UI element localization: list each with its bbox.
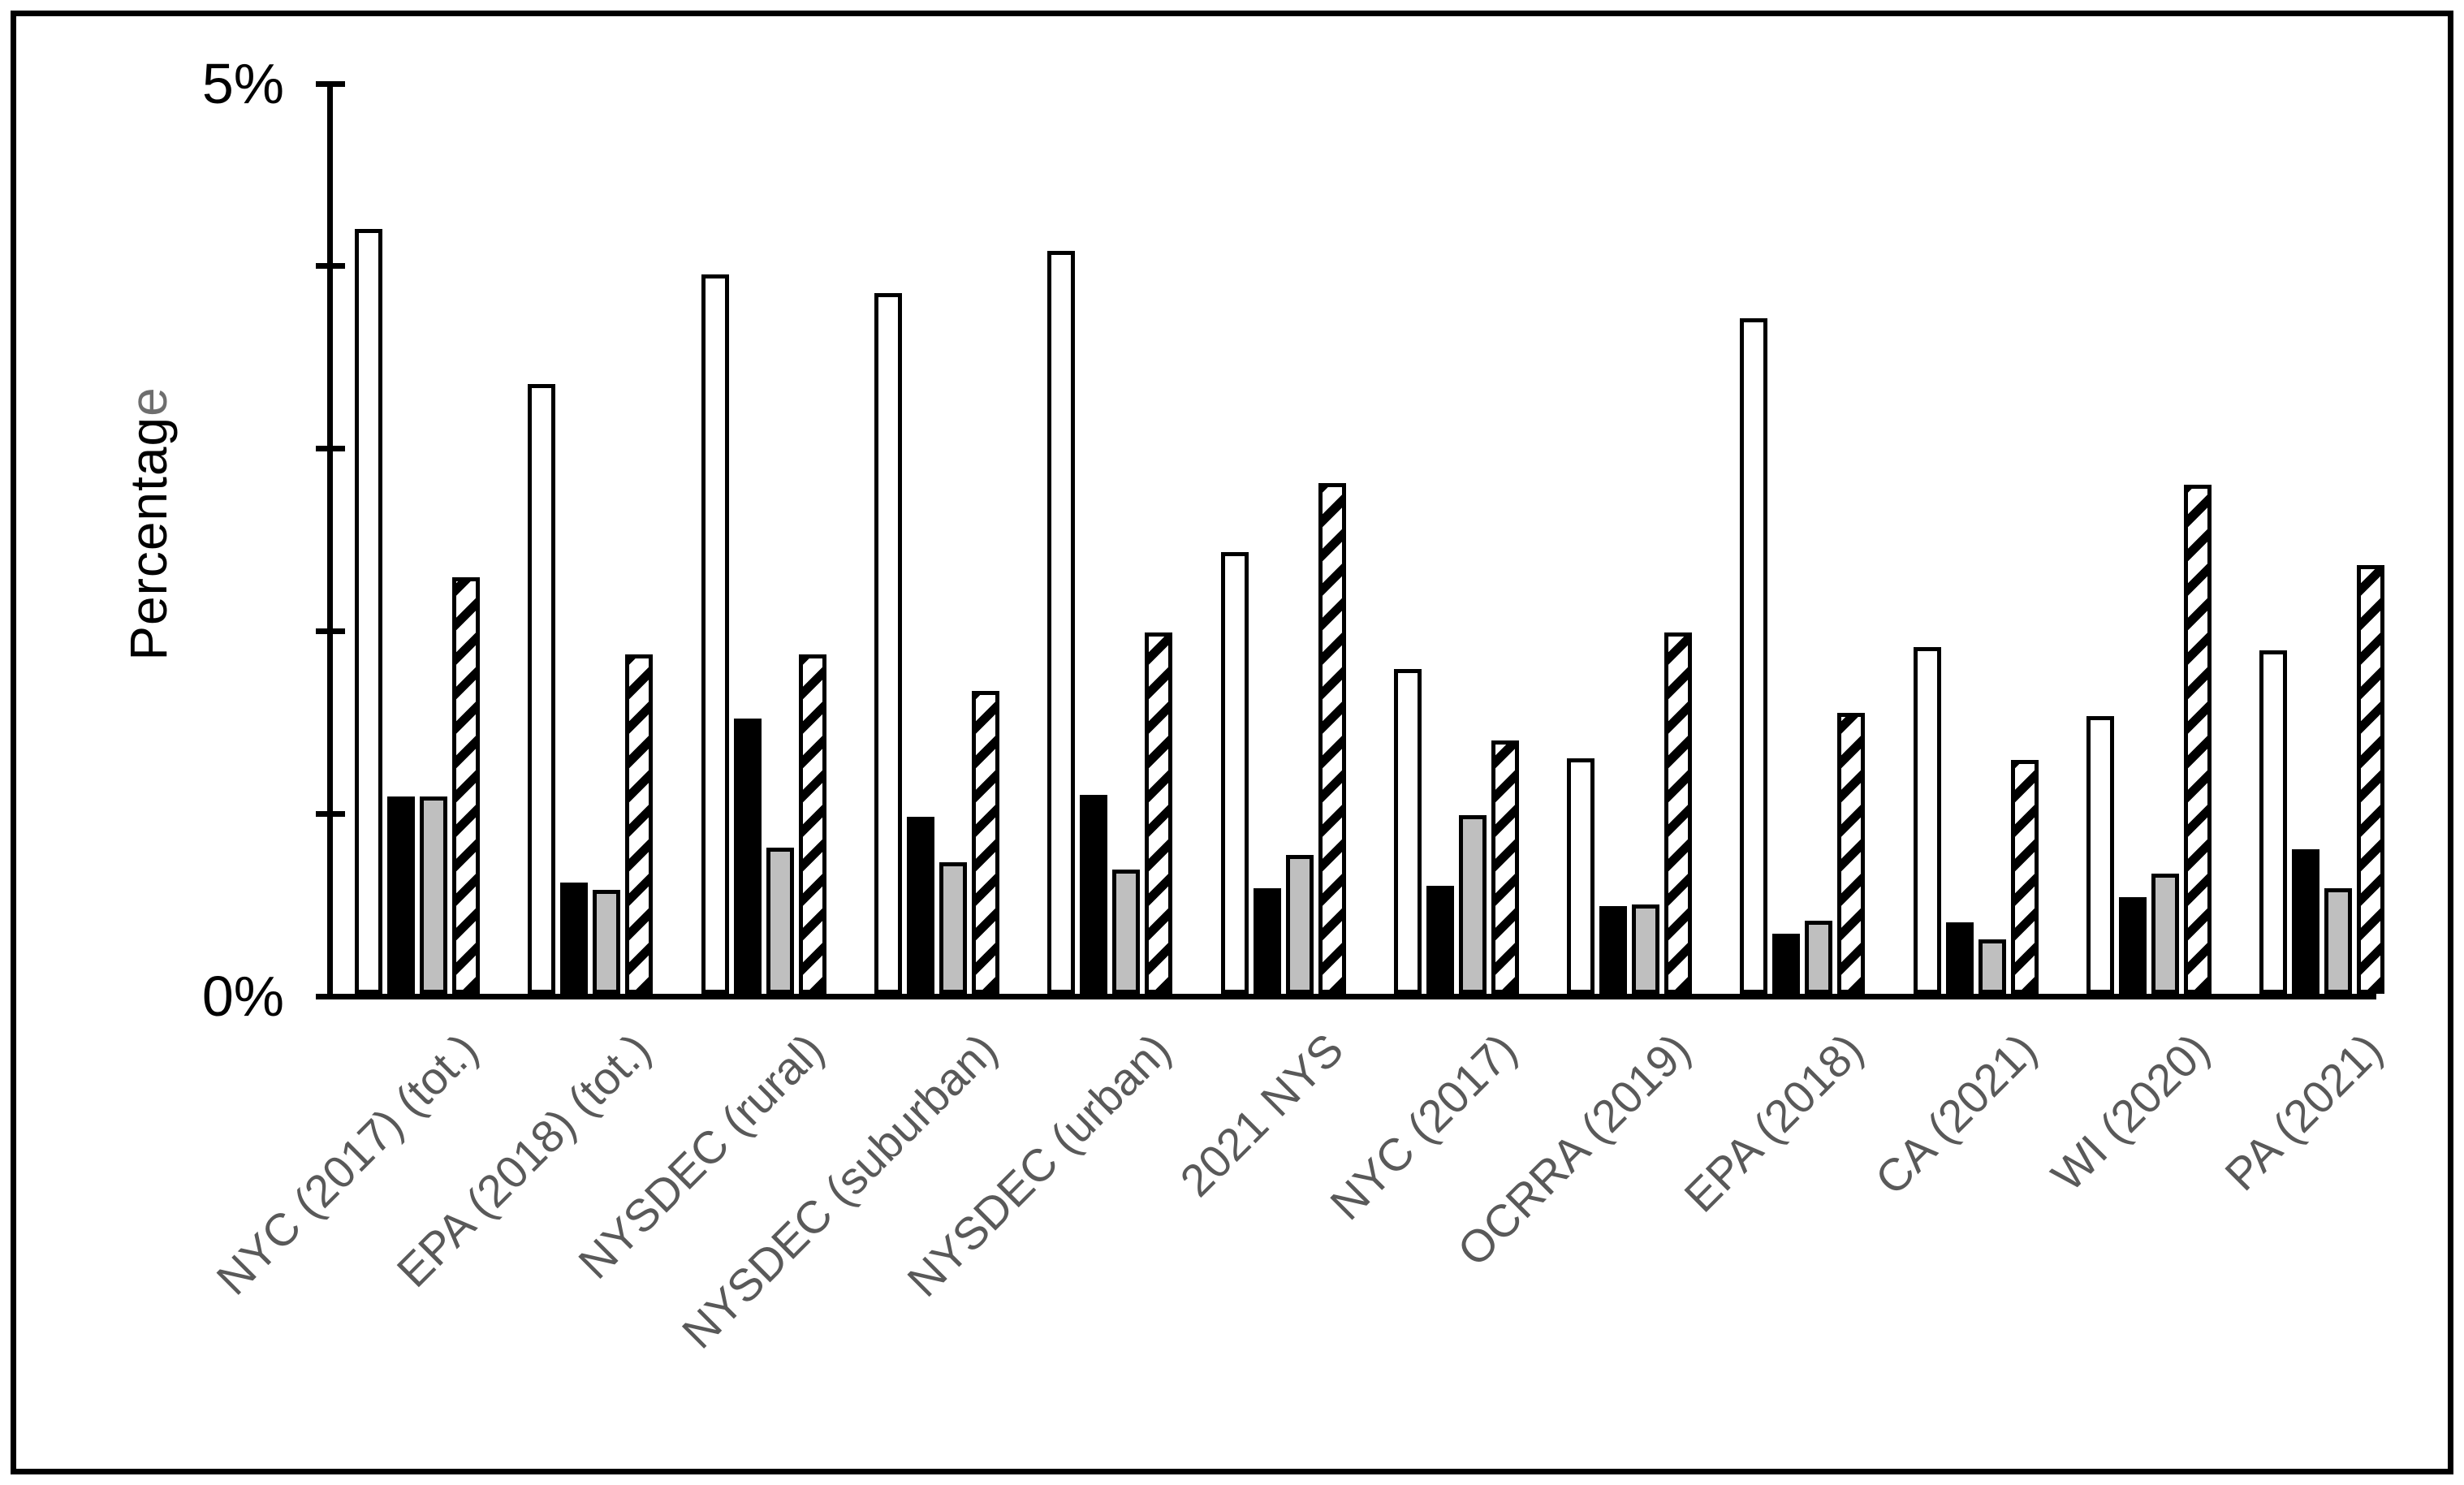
bar-black-2 (560, 883, 589, 994)
x-axis-label-12: PA (2021) (2215, 1023, 2393, 1201)
bar-white-8 (1567, 758, 1595, 994)
bar-black-7 (1426, 886, 1454, 994)
bar-black-10 (1945, 922, 1974, 994)
y-axis-title: Percentage (119, 386, 179, 660)
bar-black-11 (2119, 897, 2147, 994)
x-axis-label-4: NYSDEC (suburban) (671, 1023, 1008, 1358)
bar-black-12 (2292, 849, 2320, 994)
bar-hatched-7 (1491, 740, 1519, 994)
bar-hatched-8 (1664, 632, 1693, 994)
bar-white-2 (528, 384, 556, 994)
bar-gray-6 (1285, 855, 1314, 994)
bar-hatched-9 (1837, 713, 1866, 994)
bar-gray-10 (1978, 939, 2006, 994)
bar-white-10 (1913, 647, 1941, 994)
y-axis-tick-1pct (316, 810, 345, 817)
bar-hatched-3 (798, 654, 826, 994)
y-axis-title-gray-part: e (119, 386, 178, 417)
bar-white-12 (2259, 650, 2288, 994)
bar-hatched-1 (452, 577, 480, 994)
bar-white-6 (1220, 552, 1249, 994)
bar-black-6 (1253, 888, 1281, 994)
x-axis-label-9: EPA (2018) (1674, 1023, 1873, 1222)
x-axis-line (327, 994, 2376, 999)
y-axis-tick-2pct (316, 628, 345, 634)
bar-white-9 (1740, 318, 1768, 994)
bar-black-8 (1599, 906, 1628, 994)
y-axis-tick-3pct (316, 446, 345, 452)
bar-gray-4 (939, 862, 967, 994)
bar-white-3 (701, 274, 729, 994)
bar-black-4 (906, 817, 934, 994)
bar-gray-3 (766, 848, 794, 994)
bar-white-4 (874, 293, 902, 994)
y-axis-tick-4pct (316, 263, 345, 270)
y-axis-title-black-part: Percentag (119, 416, 178, 661)
bar-gray-1 (420, 796, 447, 994)
bar-hatched-12 (2357, 565, 2385, 994)
bar-hatched-11 (2184, 485, 2212, 994)
y-axis-line (327, 81, 333, 999)
x-axis-label-10: CA (2021) (1864, 1023, 2046, 1205)
bar-gray-12 (2324, 888, 2353, 994)
bar-hatched-5 (1145, 632, 1173, 994)
bar-gray-7 (1458, 815, 1487, 994)
bar-hatched-6 (1318, 483, 1346, 994)
bar-white-7 (1393, 669, 1422, 994)
bar-gray-9 (1805, 921, 1833, 994)
bar-hatched-4 (971, 691, 999, 994)
bar-hatched-10 (2010, 760, 2039, 994)
y-axis-tick-0pct (316, 993, 345, 999)
y-axis-tick-5pct (316, 80, 345, 87)
y-tick-label-5pct: 5% (201, 52, 284, 115)
y-tick-label-0pct: 0% (201, 965, 284, 1028)
x-axis-label-11: WI (2020) (2041, 1023, 2220, 1201)
bar-white-11 (2086, 716, 2114, 994)
bar-gray-8 (1632, 904, 1660, 994)
bar-gray-5 (1112, 870, 1141, 994)
x-axis-label-6: 2021 NYS (1170, 1023, 1353, 1207)
bar-gray-11 (2151, 874, 2179, 994)
bar-black-5 (1080, 795, 1108, 994)
bar-black-3 (733, 719, 762, 994)
bar-gray-2 (593, 890, 621, 994)
bar-black-9 (1772, 934, 1801, 994)
bar-white-1 (355, 229, 382, 994)
bar-black-1 (387, 796, 415, 994)
bar-white-5 (1047, 251, 1076, 994)
bar-hatched-2 (625, 654, 654, 994)
